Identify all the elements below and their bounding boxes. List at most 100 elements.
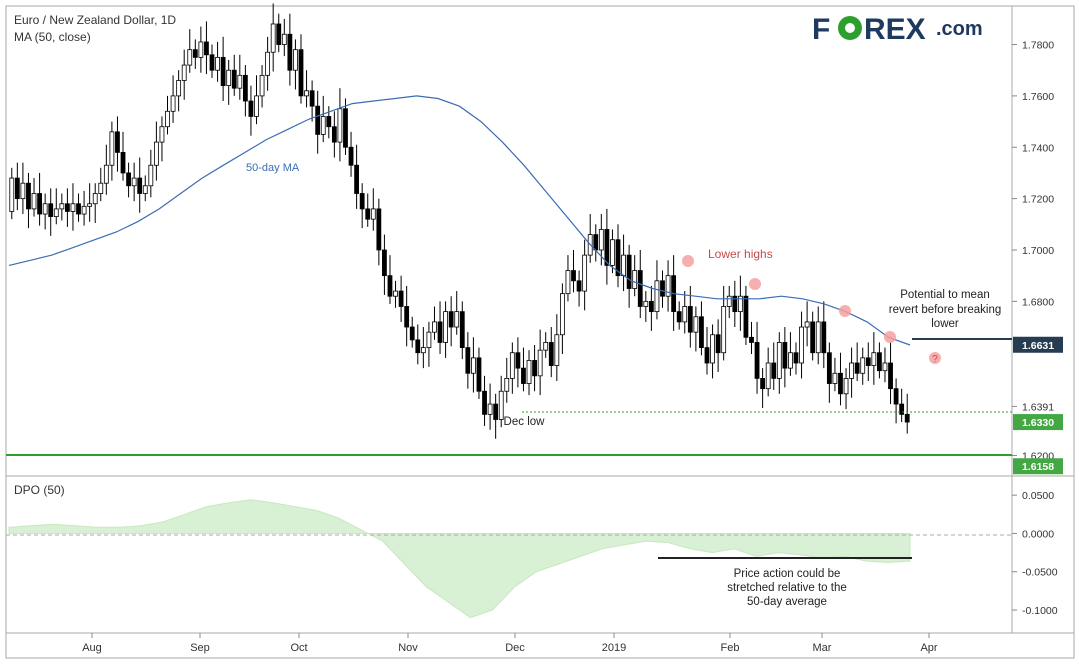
logo-rex: REX bbox=[864, 13, 926, 46]
price-tick-label: 1.6391 bbox=[1022, 401, 1054, 413]
candle-body bbox=[571, 270, 576, 282]
candle-body bbox=[543, 342, 549, 351]
time-tick-label: Aug bbox=[82, 642, 102, 654]
candle-body bbox=[387, 275, 393, 297]
mean-revert-line3: lower bbox=[931, 318, 959, 330]
dec-low-label: Dec low bbox=[504, 416, 546, 428]
candle-body bbox=[404, 306, 410, 328]
candle-body bbox=[765, 362, 771, 390]
candle-body bbox=[187, 49, 193, 66]
candle-body bbox=[521, 367, 526, 384]
candle-body bbox=[443, 311, 448, 343]
candle-body bbox=[515, 352, 521, 369]
candle-body bbox=[81, 205, 87, 215]
candle-body bbox=[849, 362, 855, 379]
candle-body bbox=[888, 362, 893, 390]
candle-body bbox=[676, 311, 682, 323]
dpo-tick-label: -0.0500 bbox=[1022, 567, 1058, 579]
price-axis: 1.7800 1.7600 1.7400 1.7200 1.7000 1.6800 1.63… bbox=[1012, 40, 1054, 462]
candle-body bbox=[654, 280, 660, 313]
candle-body bbox=[482, 390, 487, 415]
candle-body bbox=[298, 49, 304, 97]
candle-body bbox=[782, 342, 788, 369]
candle-body bbox=[320, 116, 326, 135]
candle-body bbox=[259, 74, 265, 97]
candle-body bbox=[776, 342, 782, 379]
candle-body bbox=[20, 182, 26, 200]
candle-body bbox=[610, 239, 615, 266]
candle-body bbox=[754, 342, 760, 379]
logo-suffix: .com bbox=[936, 18, 983, 40]
candle-body bbox=[904, 413, 910, 423]
time-tick-label: 2019 bbox=[602, 642, 626, 654]
candle-body bbox=[265, 51, 271, 76]
candle-body bbox=[409, 326, 415, 341]
candle-body bbox=[526, 360, 532, 384]
lower-high-marker-1 bbox=[682, 255, 694, 267]
candle-body bbox=[170, 95, 176, 112]
candle-body bbox=[153, 141, 159, 166]
candle-body bbox=[648, 300, 654, 313]
candle-body bbox=[598, 229, 604, 251]
candle-body bbox=[788, 352, 793, 369]
price-tag-box bbox=[1013, 336, 1063, 353]
candle-body bbox=[215, 56, 220, 71]
candle-body bbox=[59, 203, 65, 210]
candle-body bbox=[799, 326, 804, 364]
candle-body bbox=[732, 295, 738, 313]
candle-body bbox=[699, 316, 704, 348]
lower-high-marker-4 bbox=[884, 331, 896, 343]
time-tick-label: Mar bbox=[813, 642, 832, 654]
ma50-line bbox=[8, 95, 911, 346]
candle-body bbox=[832, 372, 838, 384]
chart-title: Euro / New Zealand Dollar, 1D bbox=[14, 13, 176, 27]
candle-body bbox=[242, 74, 248, 102]
candle-body bbox=[131, 177, 137, 187]
candle-body bbox=[304, 90, 309, 97]
candle-body bbox=[749, 336, 754, 343]
candle-body bbox=[376, 208, 382, 251]
logo-f: F bbox=[812, 13, 830, 46]
candle-body bbox=[365, 208, 371, 220]
candle-body bbox=[559, 293, 565, 336]
candle-body bbox=[509, 352, 515, 379]
candle-body bbox=[715, 334, 721, 354]
candle-body bbox=[142, 185, 148, 194]
candle-body bbox=[126, 172, 131, 187]
time-tick-label: Sep bbox=[190, 642, 210, 654]
candle-body bbox=[53, 208, 59, 218]
question-marker bbox=[929, 352, 941, 364]
candle-body bbox=[370, 208, 376, 220]
candle-body bbox=[148, 164, 154, 187]
candle-body bbox=[843, 378, 849, 395]
candle-body bbox=[326, 116, 332, 128]
candle-body bbox=[682, 306, 688, 323]
candle-body bbox=[331, 126, 337, 143]
candle-body bbox=[176, 80, 182, 97]
candle-body bbox=[348, 146, 354, 166]
candle-body bbox=[626, 254, 632, 289]
candle-body bbox=[92, 193, 98, 205]
lower-high-marker-2 bbox=[749, 278, 761, 290]
price-tag-box bbox=[1013, 458, 1063, 475]
candle-body bbox=[710, 334, 715, 364]
candle-body bbox=[493, 403, 499, 420]
candle-body bbox=[192, 49, 198, 58]
candle-body bbox=[760, 378, 766, 390]
candle-body bbox=[437, 321, 443, 343]
candle-body bbox=[721, 306, 727, 354]
candle-body bbox=[476, 357, 482, 392]
candle-body bbox=[459, 311, 465, 348]
dpo-title: DPO (50) bbox=[14, 483, 65, 497]
candle-body bbox=[632, 270, 638, 289]
lower-high-marker-3 bbox=[839, 305, 851, 317]
candle-body bbox=[9, 177, 15, 212]
dpo-series bbox=[8, 499, 911, 619]
candle-body bbox=[432, 321, 437, 333]
candle-body bbox=[471, 357, 476, 374]
candle-body bbox=[726, 295, 732, 307]
candle-body bbox=[743, 295, 749, 338]
candle-body bbox=[14, 177, 20, 200]
dpo-note-line1: Price action could be bbox=[734, 568, 841, 580]
